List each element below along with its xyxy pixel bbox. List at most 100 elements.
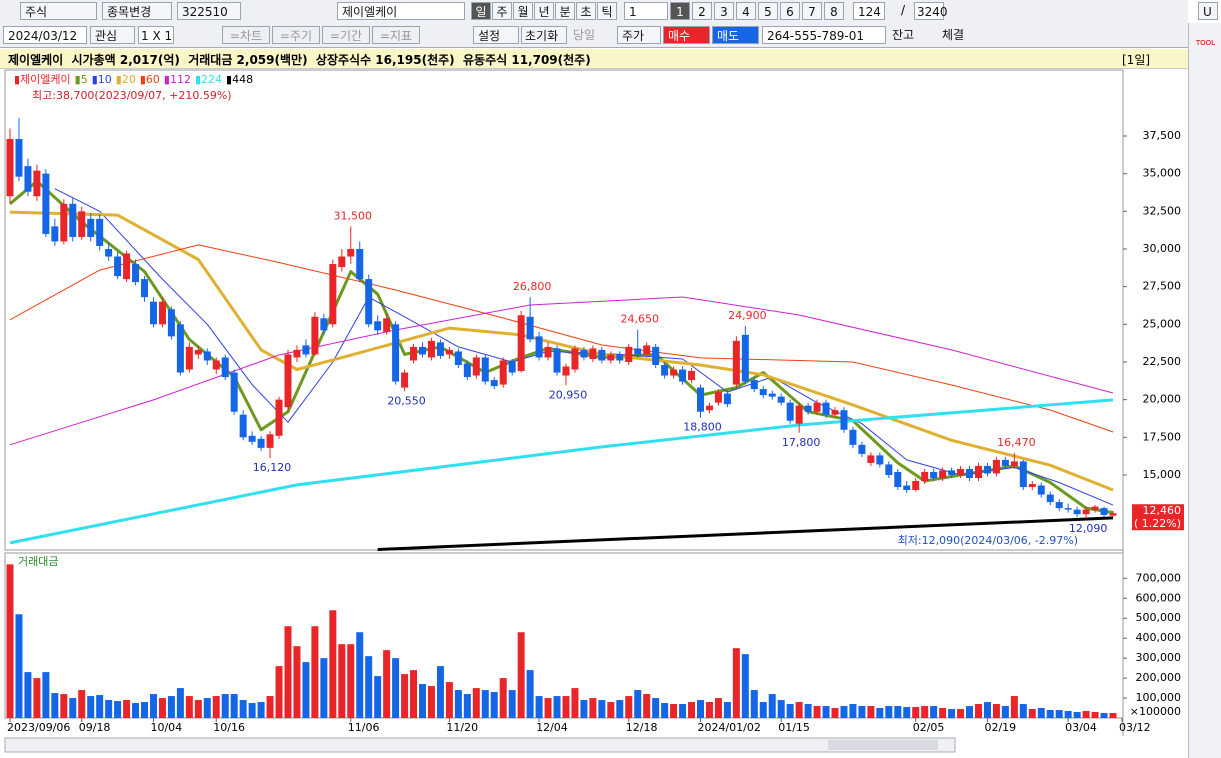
candle-body <box>383 318 391 332</box>
candle-body <box>239 414 247 438</box>
toolbar-button[interactable]: 3 <box>714 2 734 20</box>
volume-bar <box>957 709 965 718</box>
toolbar-button[interactable]: 초 <box>576 2 596 20</box>
candle-body <box>1073 509 1081 515</box>
volume-bar <box>105 700 113 718</box>
candle-body <box>284 354 292 408</box>
volume-bar <box>481 690 489 718</box>
volume-bar <box>1046 710 1054 718</box>
toolbar-button[interactable]: 7 <box>802 2 822 20</box>
toolbar-button[interactable]: 분 <box>555 2 575 20</box>
legend-swatch: ▮ <box>140 73 146 86</box>
reset[interactable]: 초기화 <box>521 26 567 44</box>
candle-body <box>553 348 561 373</box>
toolbar-button[interactable]: =주기 <box>272 26 320 44</box>
sell[interactable]: 매도 <box>712 26 759 44</box>
volume-bar <box>858 706 866 718</box>
x-tick-label: 11/20 <box>446 721 478 734</box>
toolbar-button[interactable]: =차트 <box>222 26 270 44</box>
candle-body <box>490 380 498 387</box>
account[interactable]: 264-555-789-01 <box>762 26 886 44</box>
legend-entry: 448 <box>232 73 253 86</box>
volume-bar <box>795 702 803 718</box>
candle-body <box>903 485 911 491</box>
candle-body <box>804 405 812 412</box>
volume-bar <box>670 704 678 718</box>
buy[interactable]: 매수 <box>663 26 710 44</box>
toolbar-button[interactable]: 5 <box>758 2 778 20</box>
toolbar-button[interactable]: 월 <box>513 2 533 20</box>
balance[interactable]: 잔고 <box>892 28 915 42</box>
change: ( 1.22%) <box>1134 517 1181 530</box>
candle-body <box>867 455 875 463</box>
volume-bar <box>616 700 624 718</box>
candle-body <box>1019 461 1027 488</box>
volume-bar <box>78 690 86 718</box>
y-tick-label: 20,000 <box>1143 393 1182 406</box>
toolbar-button[interactable]: 2 <box>692 2 712 20</box>
toolbar-button[interactable]: =지표 <box>372 26 420 44</box>
x-tick-label: 2023/09/06 <box>7 721 70 734</box>
volume-bar <box>194 700 202 718</box>
extreme-label: 20,550 <box>387 394 426 407</box>
candle-body <box>132 264 140 283</box>
grid[interactable]: 1 X 1 <box>138 26 174 44</box>
candle-body <box>401 372 409 388</box>
candle-body <box>149 301 157 325</box>
toolbar-button[interactable]: =기간 <box>322 26 370 44</box>
candle-body <box>445 349 453 355</box>
today[interactable]: 당일 <box>573 28 596 42</box>
moving-average <box>54 188 1114 506</box>
candle-body <box>1109 513 1117 516</box>
candle-body <box>885 464 893 475</box>
volume-bar <box>661 703 669 718</box>
toolbar-button[interactable]: 6 <box>780 2 800 20</box>
fav[interactable]: 관심 <box>90 26 135 44</box>
moving-average <box>9 210 1114 492</box>
u-button[interactable]: U <box>1198 2 1218 20</box>
change-button[interactable]: 종목변경 <box>102 2 172 20</box>
last-price: 12,460 <box>1143 504 1182 517</box>
candle-body <box>939 470 947 478</box>
candle-body <box>6 139 14 197</box>
candle-body <box>652 346 660 365</box>
legend-swatch: ▮ <box>14 73 20 86</box>
y-tick-label: 35,000 <box>1143 167 1182 180</box>
candle-body <box>840 410 848 430</box>
x-tick-label: 10/16 <box>213 721 245 734</box>
toolbar-button[interactable]: 1 <box>670 2 690 20</box>
settings[interactable]: 설정 <box>473 26 519 44</box>
extreme-label: 12,090 <box>1069 522 1108 535</box>
volume-bar <box>553 696 561 718</box>
candle-body <box>589 348 597 359</box>
volume-bar <box>625 696 633 718</box>
y-tick-label: 37,500 <box>1143 129 1182 142</box>
volume-panel <box>4 552 1124 719</box>
toolbar-button[interactable]: 년 <box>534 2 554 20</box>
volume-bar <box>948 709 956 718</box>
candle-body <box>78 211 86 237</box>
market-select[interactable]: 주식 <box>20 2 97 20</box>
volume-bar <box>383 650 391 718</box>
toolbar-button[interactable]: 8 <box>824 2 844 20</box>
stock-name[interactable]: 제이엘케이 <box>337 2 465 20</box>
toolbar-button[interactable]: 일 <box>471 2 491 20</box>
candle-body <box>410 346 418 361</box>
legend-swatch: ▮ <box>75 73 81 86</box>
moving-average <box>9 398 1114 545</box>
toolbar-button[interactable]: 틱 <box>597 2 617 20</box>
volume-bar <box>257 702 265 718</box>
price[interactable]: 주가 <box>617 26 661 44</box>
code-input[interactable]: 322510 <box>177 2 241 20</box>
date[interactable]: 2024/03/12 <box>3 26 87 44</box>
toolbar-button[interactable]: 주 <box>492 2 512 20</box>
volume-bar <box>840 706 848 718</box>
candle-body <box>1028 484 1036 488</box>
candle-body <box>535 336 543 358</box>
fills[interactable]: 체결 <box>942 28 965 42</box>
candle-body <box>571 348 579 370</box>
unit[interactable]: 1 <box>624 2 668 20</box>
toolbar-button[interactable]: 4 <box>736 2 756 20</box>
count[interactable]: 124 <box>853 2 885 20</box>
